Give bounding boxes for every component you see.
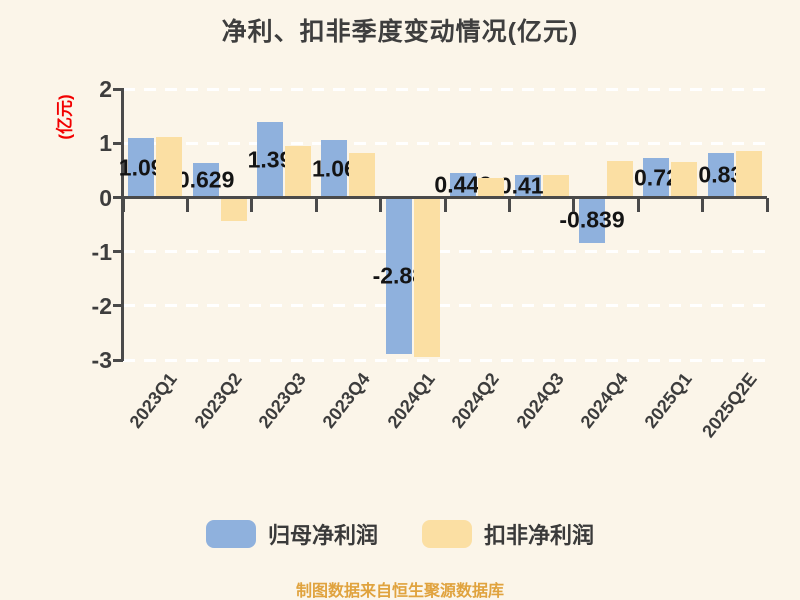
- value-label-2025Q1: 0.72: [634, 164, 679, 191]
- net-profit-bar-2024Q1: [385, 197, 412, 354]
- y-tick-label-1: 1: [99, 130, 112, 157]
- value-label-2023Q1: 1.09: [118, 154, 164, 181]
- deducted-profit-bar-2024Q2: [478, 177, 505, 198]
- net-profit-bar-2025Q2E: [707, 152, 734, 198]
- deducted-profit-swatch: [422, 520, 472, 548]
- legend: 归母净利润 扣非净利润: [0, 519, 800, 549]
- deducted-profit-bar-2024Q4: [607, 160, 633, 198]
- deducted-profit-bar-2025Q1: [671, 161, 698, 198]
- value-label-2025Q2E: 0.83: [698, 161, 744, 188]
- x-axis-tick-8: [636, 197, 640, 212]
- net-profit-bar-2024Q2: [450, 173, 477, 198]
- legend-item-net-profit[interactable]: 归母净利润: [205, 518, 378, 550]
- y-tick-label--1: -1: [91, 238, 112, 265]
- x-axis-tick-2: [250, 197, 254, 212]
- gridline-y-1: [123, 250, 767, 254]
- y-tick-mark-0: [113, 196, 123, 199]
- chart-title: 净利、扣非季度变动情况(亿元): [221, 18, 579, 46]
- y-tick-mark--1: [113, 250, 123, 254]
- y-axis-line: [121, 88, 124, 361]
- y-tick-mark--2: [113, 304, 123, 308]
- net-profit-bar-2023Q2: [192, 163, 219, 198]
- y-tick-label--2: -2: [91, 292, 112, 319]
- value-label-2023Q4: 1.06: [312, 155, 357, 182]
- gridline-y1: [123, 141, 767, 145]
- net-profit-legend-label: 归母净利润: [267, 523, 378, 548]
- x-axis-tick-7: [572, 197, 576, 212]
- net-profit-bar-2023Q3: [257, 122, 283, 198]
- gridline-y2: [123, 87, 767, 91]
- x-axis-tick-3: [314, 197, 318, 212]
- deducted-profit-bar-2023Q2: [220, 197, 247, 222]
- net-profit-bar-2023Q1: [128, 138, 155, 198]
- x-axis-tick-6: [507, 197, 511, 212]
- deducted-profit-bar-2024Q3: [542, 174, 569, 198]
- net-profit-bar-2023Q4: [321, 140, 348, 198]
- legend-item-deducted-profit[interactable]: 扣非净利润: [422, 518, 594, 550]
- net-profit-bar-2024Q3: [514, 175, 541, 198]
- x-axis-tick-5: [443, 197, 447, 212]
- gridline-y-3: [123, 358, 767, 362]
- y-tick-label-2: 2: [99, 76, 112, 103]
- deducted-profit-bar-2024Q1: [413, 197, 440, 358]
- value-label-2024Q4: -0.839: [559, 206, 625, 233]
- y-tick-mark--3: [113, 358, 123, 362]
- net-profit-bar-2025Q1: [643, 158, 670, 198]
- x-axis-tick-0: [121, 197, 125, 212]
- x-axis-tick-10: [765, 197, 769, 212]
- gridline-y-2: [123, 304, 767, 308]
- data-source-note: 制图数据来自恒生聚源数据库: [295, 583, 504, 600]
- x-axis-tick-1: [185, 197, 189, 212]
- y-tick-label--3: -3: [91, 347, 112, 374]
- deducted-profit-bar-2025Q2E: [735, 150, 762, 198]
- x-axis-tick-4: [379, 197, 383, 212]
- deducted-profit-bar-2023Q1: [156, 137, 183, 198]
- net-profit-swatch: [205, 520, 256, 548]
- y-tick-label-0: 0: [99, 184, 112, 211]
- deducted-profit-bar-2023Q3: [285, 146, 311, 198]
- value-label-2023Q3: 1.39: [247, 146, 293, 173]
- net-profit-bar-2024Q4: [579, 197, 605, 243]
- deducted-profit-legend-label: 扣非净利润: [484, 523, 595, 548]
- deducted-profit-bar-2023Q4: [349, 152, 376, 198]
- y-tick-mark-1: [113, 141, 123, 145]
- y-tick-mark-2: [113, 87, 123, 91]
- value-label-2023Q2: 0.629: [176, 166, 235, 193]
- x-axis-tick-9: [701, 197, 705, 212]
